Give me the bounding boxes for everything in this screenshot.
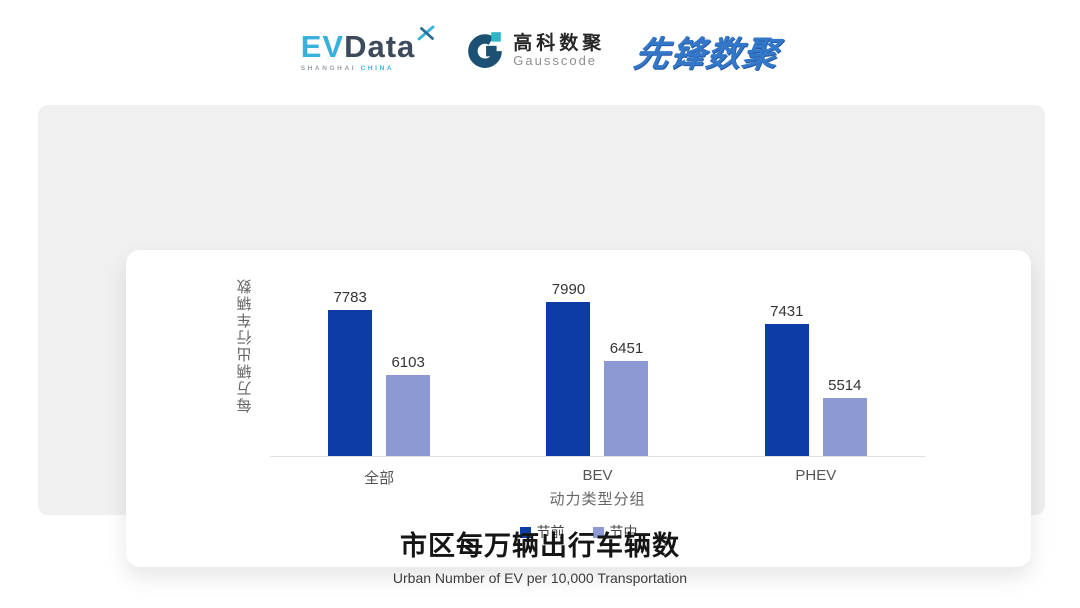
bar-group-PHEV: 7431 5514 PHEV (764, 303, 867, 484)
bar-节中-PHEV (822, 398, 867, 456)
bar-wrap: 5514 (822, 377, 867, 456)
footer: 市区每万辆出行车辆数 Urban Number of EV per 10,000… (0, 524, 1080, 586)
bar-wrap: 6451 (604, 340, 649, 456)
x-star-icon (417, 25, 435, 47)
pioneer-data-logo: 先锋数聚 (631, 34, 783, 74)
bar-value-label: 6451 (609, 340, 644, 357)
legend-item-节中: 节中 (592, 522, 638, 542)
evdata-data-text: Data (344, 28, 416, 64)
bar-节中-全部 (386, 375, 431, 456)
bar-value-label: 7783 (333, 289, 367, 306)
legend-item-节前: 节前 (519, 522, 565, 542)
category-label-PHEV: PHEV (795, 467, 837, 484)
y-axis-label: 每万辆出行车辆数 (236, 277, 254, 413)
gausscode-g-ring-icon (465, 29, 505, 74)
evdata-china-text: CHINA (360, 64, 395, 72)
plot-area: 7783 6103 全部 7990 6451 BEV 7431 5514 PHEV (270, 270, 925, 487)
evdata-logo: EV Data SHANGHAI CHINA (300, 25, 436, 72)
bar-value-label: 7431 (770, 303, 804, 320)
bar-group-全部: 7783 6103 全部 (328, 289, 431, 487)
logo-header: EV Data SHANGHAI CHINA (0, 0, 1080, 102)
evdata-subcaption: SHANGHAI CHINA (301, 65, 394, 72)
bar-value-label: 7990 (551, 281, 586, 298)
bar-wrap: 7990 (546, 281, 591, 456)
bar-group-BEV: 7990 6451 BEV (546, 281, 649, 484)
gausscode-en-name: Gausscode (513, 53, 598, 69)
bar-value-label: 5514 (828, 377, 862, 394)
category-label-全部: 全部 (364, 470, 395, 487)
gausscode-cn-name: 高科数聚 (513, 32, 606, 54)
category-label-BEV: BEV (582, 467, 613, 484)
bar-wrap: 7431 (764, 303, 809, 456)
gausscode-text-block: 高科数聚 Gausscode (513, 33, 605, 70)
chart-subtitle: Urban Number of EV per 10,000 Transporta… (392, 570, 688, 586)
legend-label: 节前 (536, 524, 565, 540)
bar-节中-BEV (604, 361, 649, 456)
bar-wrap: 7783 (328, 289, 373, 456)
chart-card: 每万辆出行车辆数 7783 6103 全部 7990 6451 BEV 7431 5514 PH… (126, 250, 1031, 567)
bar-value-label: 6103 (391, 354, 425, 371)
evdata-wordmark: EV Data (300, 25, 436, 64)
bar-节前-BEV (546, 302, 591, 456)
legend-swatch-icon (519, 526, 531, 538)
bar-节前-全部 (328, 310, 373, 456)
chart-title: 市区每万辆出行车辆数 (400, 531, 680, 561)
legend-label: 节中 (609, 524, 638, 540)
chart-legend: 节前 节中 (126, 522, 1031, 542)
x-axis-label: 动力类型分组 (549, 491, 646, 508)
bar-wrap: 6103 (386, 354, 431, 456)
gausscode-logo: 高科数聚 Gausscode (465, 29, 605, 74)
evdata-ev-text: EV (300, 28, 345, 64)
legend-swatch-icon (592, 526, 604, 538)
bar-节前-PHEV (764, 324, 809, 456)
evdata-shanghai-text: SHANGHAI (300, 64, 357, 72)
gray-panel: 每万辆出行车辆数 7783 6103 全部 7990 6451 BEV 7431 5514 PH… (38, 105, 1045, 567)
